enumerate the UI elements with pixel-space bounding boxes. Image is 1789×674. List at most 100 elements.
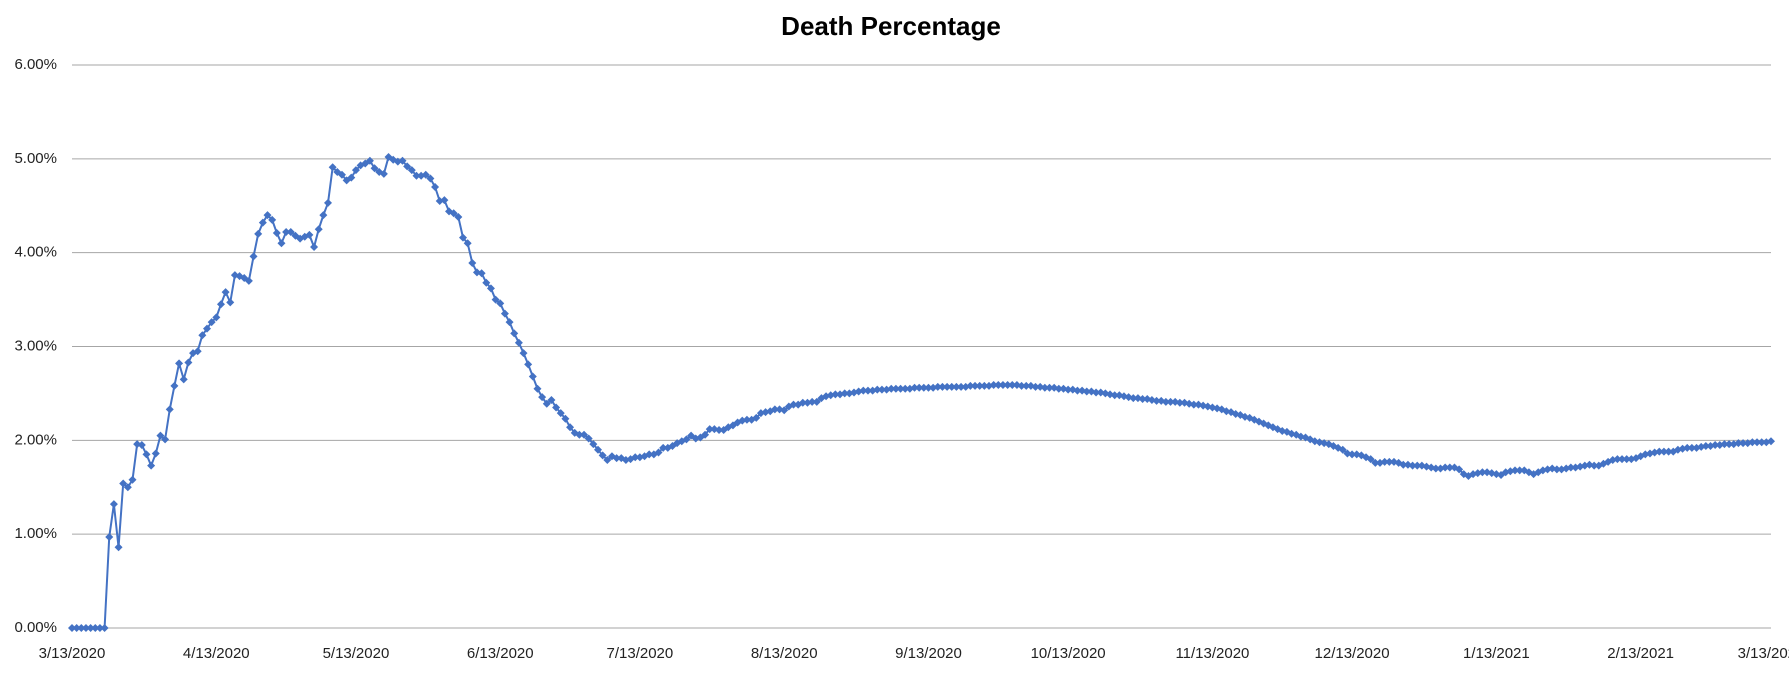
point-marker [268,215,277,224]
point-marker [612,454,621,463]
point-marker [1408,461,1417,470]
point-marker [603,456,612,465]
point-marker [1753,438,1762,447]
point-marker [1441,463,1450,472]
point-marker [919,383,928,392]
point-marker [337,170,346,179]
y-tick-label: 3.00% [14,337,57,354]
point-marker [1073,386,1082,395]
point-marker [286,228,295,237]
point-marker [1613,455,1622,464]
point-marker [1622,455,1631,464]
point-marker [598,451,607,460]
point-marker [310,243,319,252]
point-marker [1175,398,1184,407]
point-marker [891,384,900,393]
point-marker [305,230,314,239]
point-marker [244,276,253,285]
point-marker [72,624,81,632]
point-marker [351,166,360,175]
point-marker [170,381,179,390]
point-marker [198,331,207,340]
point-marker [1161,397,1170,406]
point-marker [831,390,840,399]
point-marker [1385,457,1394,466]
point-marker [258,218,267,227]
point-marker [1040,383,1049,392]
point-marker [1757,438,1766,447]
y-tick-label: 0.00% [14,619,57,636]
point-marker [1552,465,1561,474]
point-marker [454,213,463,222]
point-marker [491,295,500,304]
y-tick-label: 5.00% [14,150,57,167]
point-marker [1748,438,1757,447]
point-marker [538,393,547,402]
x-tick-label: 6/13/2020 [467,645,534,662]
point-marker [631,453,640,462]
point-marker [989,380,998,389]
point-marker [277,239,286,248]
point-marker [407,166,416,175]
point-marker [226,298,235,307]
point-marker [105,532,114,541]
point-marker [175,359,184,368]
chart-title: Death Percentage [781,11,1001,41]
point-marker [319,211,328,220]
x-tick-label: 4/13/2020 [183,645,250,662]
point-marker [403,162,412,171]
point-marker [1445,463,1454,472]
x-tick-label: 8/13/2020 [751,645,818,662]
point-marker [263,211,272,220]
point-marker [282,228,291,237]
point-marker [901,384,910,393]
point-marker [1711,441,1720,450]
point-marker [86,624,95,632]
point-marker [645,450,654,459]
point-marker [272,228,281,237]
point-marker [701,430,710,439]
point-marker [137,441,146,450]
point-marker [705,425,714,434]
point-marker [580,430,589,439]
point-marker [314,225,323,234]
point-marker [1683,443,1692,452]
point-marker [1380,457,1389,466]
point-marker [1064,385,1073,394]
point-marker [216,300,225,309]
point-marker [910,383,919,392]
point-marker [68,624,76,632]
y-tick-label: 4.00% [14,244,57,261]
point-marker [524,360,533,369]
point-marker [584,434,593,443]
point-marker [370,164,379,173]
point-marker [1767,437,1775,446]
point-marker [1017,381,1026,390]
point-marker [1031,382,1040,391]
point-marker [128,475,137,484]
series-line [72,155,1772,629]
point-marker [1510,466,1519,475]
point-marker [789,400,798,409]
point-marker [1739,439,1748,448]
x-tick-label: 5/13/2020 [323,645,390,662]
point-marker [426,174,435,183]
point-marker [938,382,947,391]
point-marker [780,406,789,415]
point-marker [1189,400,1198,409]
point-marker [1431,464,1440,473]
point-marker [1725,440,1734,449]
point-marker [468,258,477,267]
point-marker [659,443,668,452]
point-marker [114,543,123,552]
point-marker [496,299,505,308]
x-tick-label: 11/13/2020 [1175,645,1249,662]
point-marker [147,461,156,470]
point-marker [1687,443,1696,452]
point-marker [328,163,337,172]
point-marker [1166,397,1175,406]
x-tick-label: 9/13/2020 [895,645,962,662]
point-marker [486,284,495,293]
point-marker [249,252,258,261]
